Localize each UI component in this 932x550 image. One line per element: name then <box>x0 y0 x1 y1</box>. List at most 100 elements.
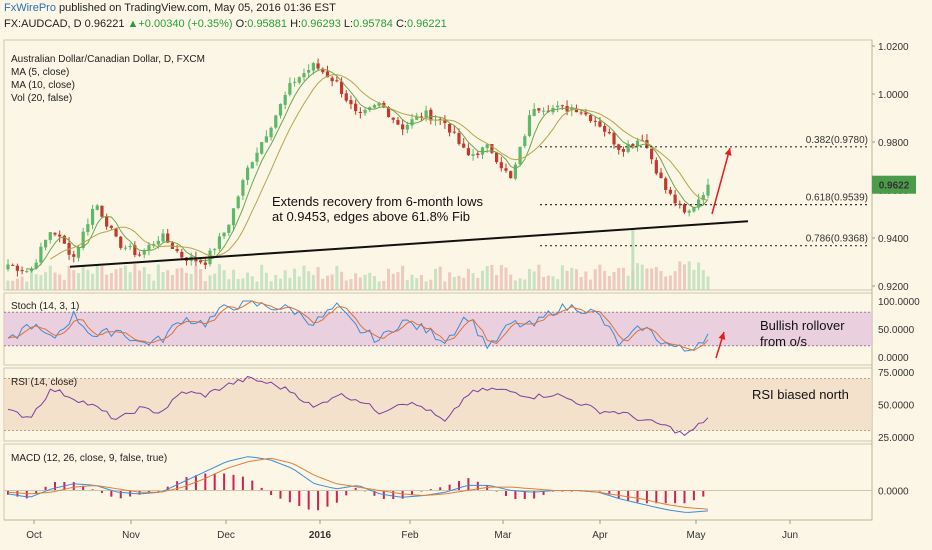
volume-bar <box>269 281 273 290</box>
candle-body <box>701 195 705 201</box>
candle-body <box>692 207 696 212</box>
volume-bar <box>509 274 513 290</box>
volume-bar <box>335 265 339 290</box>
volume-bar <box>438 266 442 290</box>
volume-bar <box>185 272 189 290</box>
volume-bar <box>495 275 499 290</box>
volume-bar <box>551 276 555 290</box>
close-value: 0.96221 <box>406 18 447 30</box>
macd-hist-bar <box>702 490 705 497</box>
macd-hist-bar <box>270 490 273 495</box>
volume-bar <box>208 275 212 290</box>
candle-body <box>11 264 15 266</box>
volume-bar <box>232 269 236 290</box>
volume-bar <box>58 274 62 290</box>
price-up-arrow-head <box>724 148 732 156</box>
candle-body <box>480 147 485 155</box>
candle-body <box>142 249 146 255</box>
rsi-line <box>7 375 709 437</box>
macd-hist-bar <box>241 476 244 491</box>
volume-bar <box>650 268 654 290</box>
candle-body <box>166 233 170 243</box>
volume-bar <box>72 270 76 290</box>
volume-bar <box>527 268 531 290</box>
macd-hist-bar <box>204 473 207 491</box>
candle-body <box>175 249 179 252</box>
fib-label: 0.786(0.9368) <box>806 234 868 245</box>
volume-bar <box>589 279 593 290</box>
candle-body <box>119 236 123 248</box>
volume-bar <box>194 266 198 290</box>
candle-body <box>415 115 419 120</box>
candle-body <box>659 172 663 179</box>
fib-label: 0.382(0.9780) <box>806 135 868 146</box>
macd-hist-bar <box>194 475 197 491</box>
macd-hist-bar <box>288 490 291 503</box>
candle-body <box>222 232 226 237</box>
macd-label[interactable]: MACD (12, 26, close, 9, false, true) <box>11 453 168 464</box>
volume-bar <box>76 273 80 290</box>
macd-hist-bar <box>636 490 639 503</box>
last-price-value: 0.9622 <box>879 181 910 192</box>
volume-bar <box>316 267 320 290</box>
stoch-label[interactable]: Stoch (14, 3, 1) <box>11 301 80 312</box>
recovery-annotation: Extends recovery from 6-month lows at 0.… <box>272 194 483 224</box>
candle-body <box>278 103 283 116</box>
recovery-annotation-line2: at 0.9453, edges above 61.8% Fib <box>272 209 471 224</box>
macd-hist-bar <box>279 490 282 499</box>
volume-bar <box>607 275 611 290</box>
macd-hist-bar <box>307 490 310 510</box>
volume-bar <box>664 276 668 290</box>
legend-ma5[interactable]: MA (5, close) <box>11 67 70 78</box>
volume-bar <box>504 267 508 290</box>
candle-body <box>321 68 325 73</box>
volume-bar <box>278 278 282 290</box>
macd-hist-bar <box>326 490 329 507</box>
macd-hist-bar <box>439 487 442 491</box>
legend-volume[interactable]: Vol (20, false) <box>11 93 73 104</box>
candle-body <box>349 100 353 105</box>
volume-bar <box>297 276 301 290</box>
volume-bar <box>419 274 423 290</box>
macd-hist-bar <box>645 490 648 504</box>
candle-body <box>231 208 236 226</box>
macd-hist-bar <box>401 490 404 499</box>
candle-body <box>448 123 452 133</box>
candle-body <box>419 116 424 118</box>
legend-ma10[interactable]: MA (10, close) <box>11 80 75 91</box>
candle-body <box>283 94 287 105</box>
rsi-label[interactable]: RSI (14, close) <box>11 377 78 388</box>
candle-body <box>241 180 245 196</box>
volume-bar <box>546 275 550 290</box>
volume-bar <box>471 273 475 290</box>
candle-body <box>697 199 701 208</box>
macd-hist-bar <box>119 490 122 499</box>
candle-body <box>100 205 104 217</box>
volume-bar <box>250 276 254 290</box>
volume-bar <box>147 274 151 290</box>
volume-bar <box>123 265 127 290</box>
price-tick-1.0000: 1.0000 <box>878 90 909 101</box>
candle-body <box>509 171 513 179</box>
macd-hist-bar <box>373 490 376 496</box>
x-tick-may: May <box>687 530 706 541</box>
price-up-arrow-shaft <box>711 147 731 215</box>
candle-body <box>523 136 527 146</box>
candle-body <box>335 80 339 82</box>
candle-body <box>123 247 128 249</box>
volume-bar <box>203 281 207 290</box>
volume-bar <box>579 277 583 290</box>
candle-body <box>339 81 344 95</box>
candle-body <box>494 152 499 163</box>
candle-body <box>307 69 311 73</box>
volume-bar <box>138 270 142 290</box>
macd-hist-bar <box>185 477 188 491</box>
volume-bar <box>241 278 245 290</box>
volume-bar <box>311 274 315 290</box>
volume-bar <box>283 270 287 290</box>
candle-body <box>95 205 99 210</box>
brand-link[interactable]: FxWirePro <box>4 2 56 14</box>
macd-hist-bar <box>223 473 226 491</box>
candle-body <box>621 149 626 152</box>
volume-bar <box>542 277 546 290</box>
